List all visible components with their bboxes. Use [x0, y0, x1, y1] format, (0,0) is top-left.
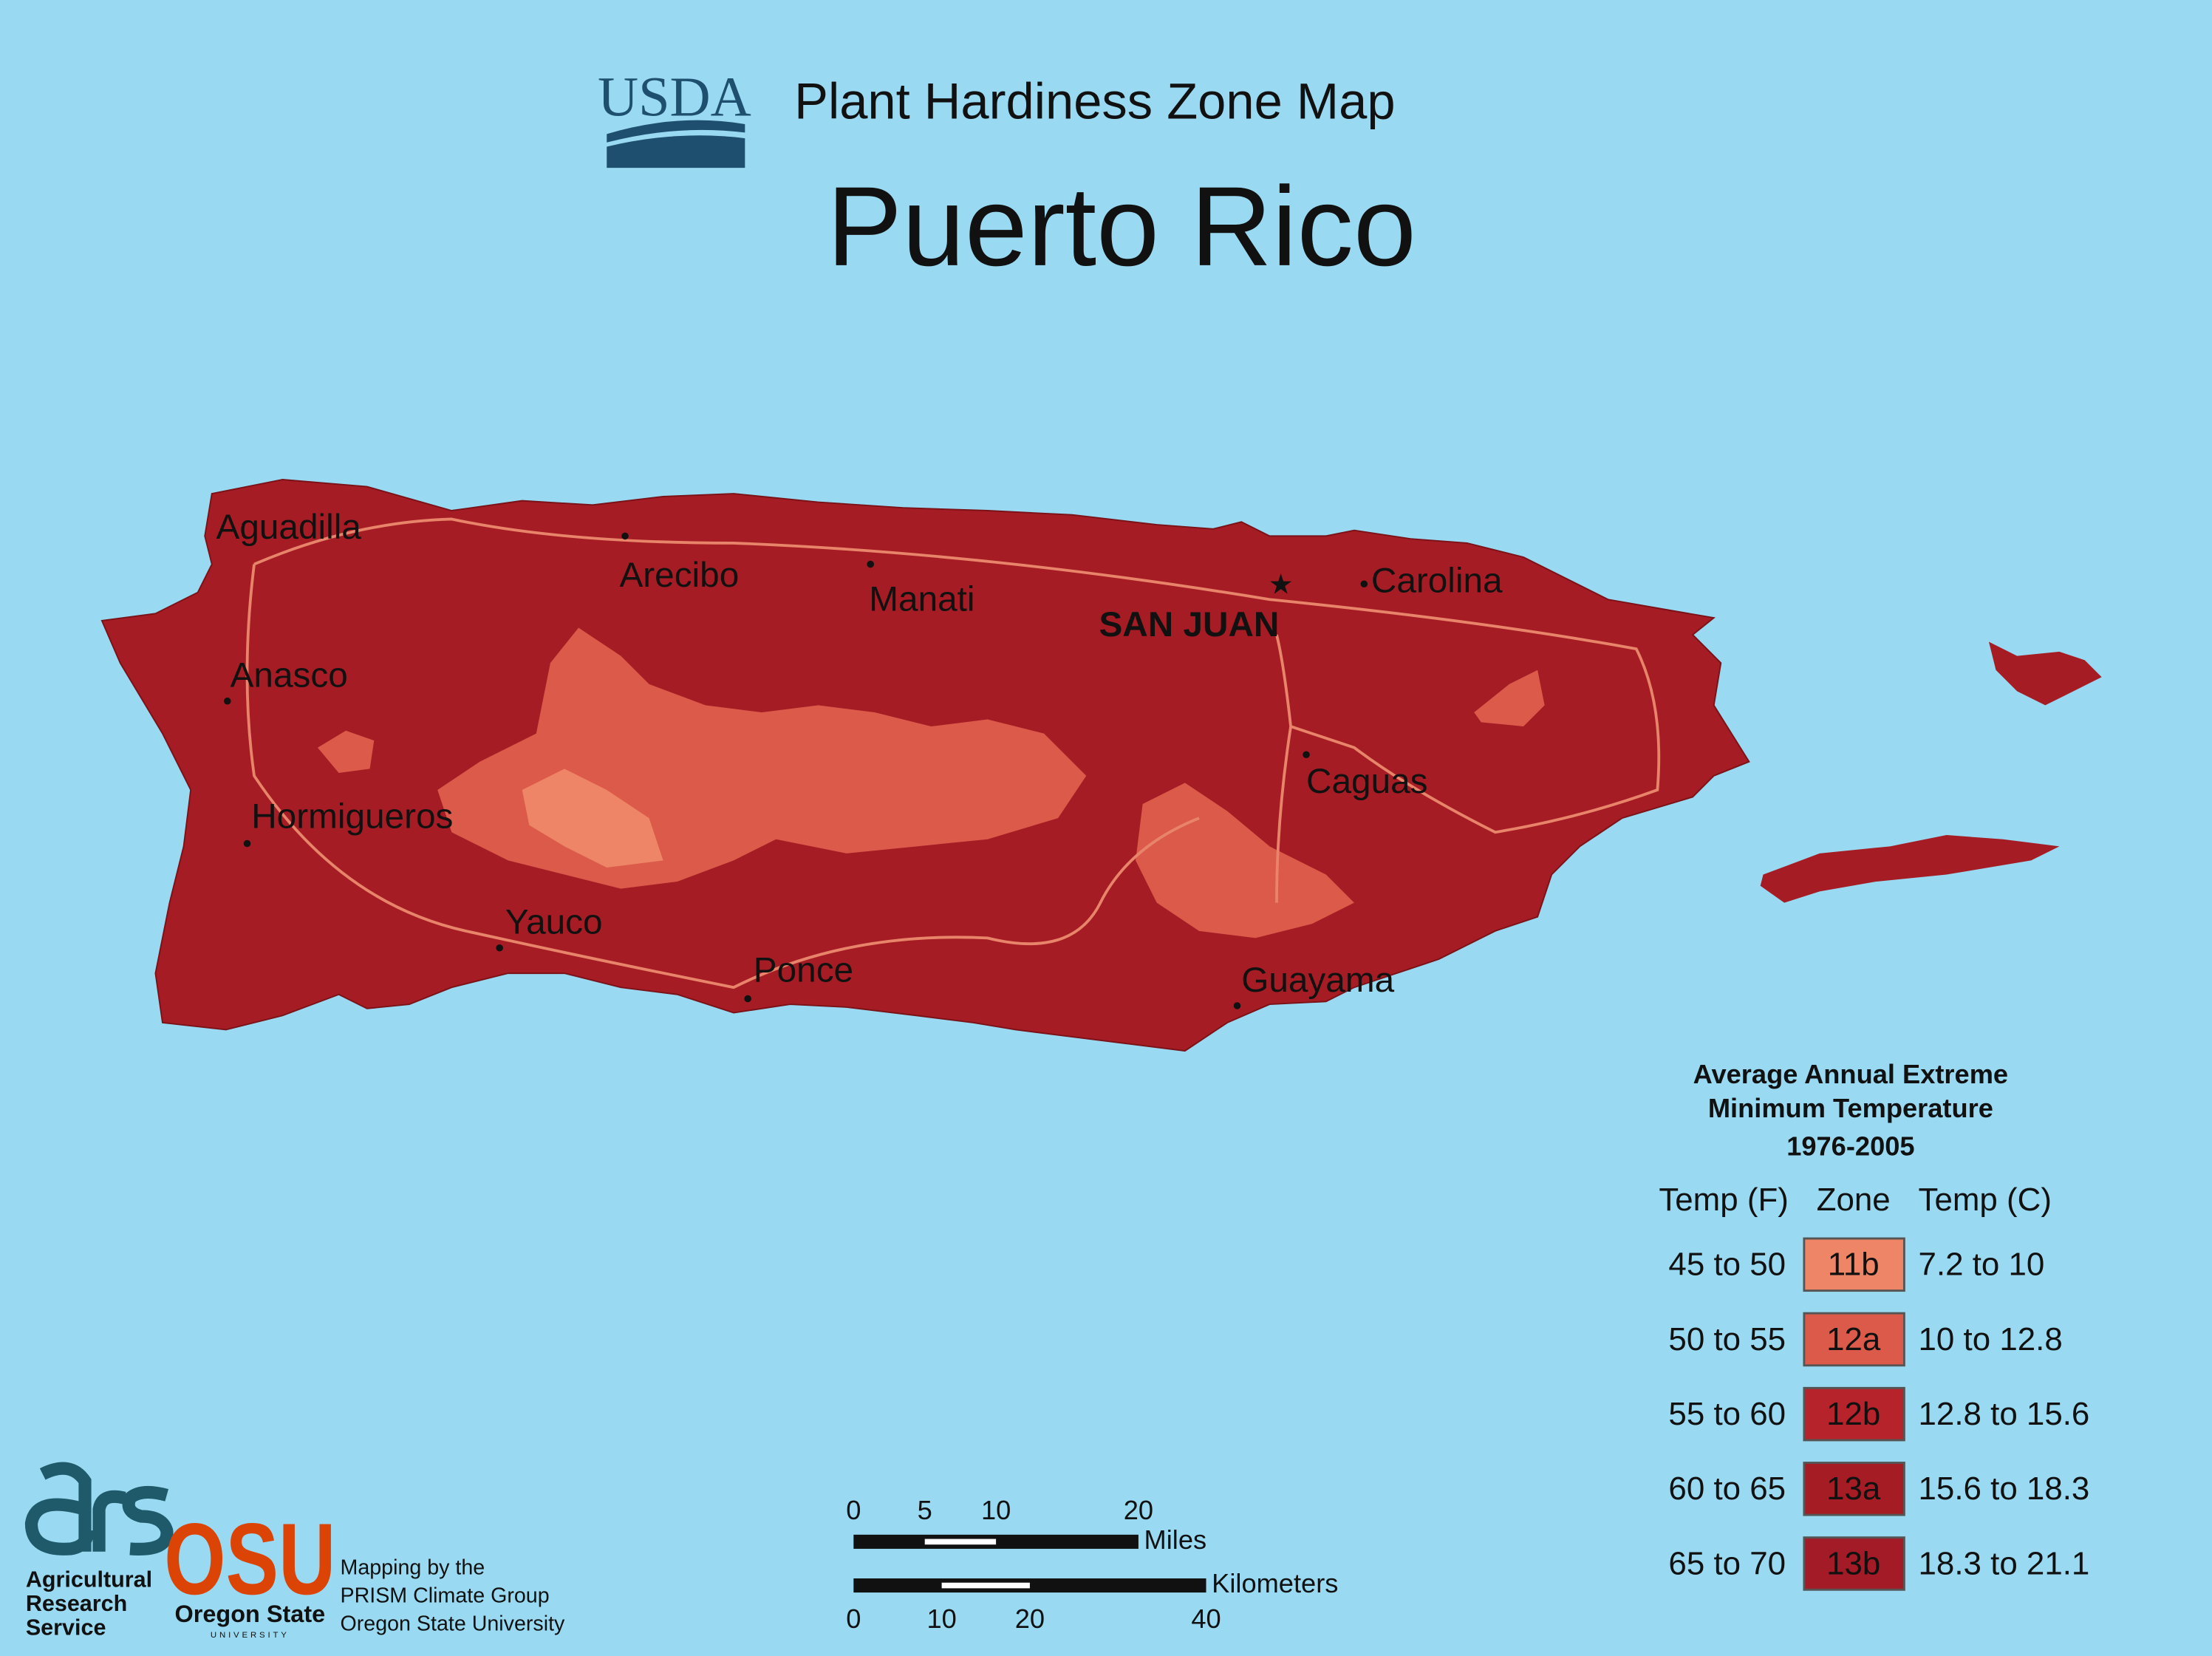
- city-dot: [1360, 580, 1368, 588]
- scale-unit: Kilometers: [1212, 1568, 1338, 1598]
- scale-tick-label: 40: [1191, 1604, 1221, 1634]
- capital-label: SAN JUAN: [1099, 605, 1279, 644]
- logo-wave: [607, 135, 745, 168]
- city-label: Anasco: [231, 656, 348, 695]
- city-dot: [224, 697, 231, 705]
- credit: Mapping by the: [340, 1556, 485, 1579]
- city-label: Carolina: [1371, 562, 1503, 601]
- scale-tick-label: 20: [1015, 1604, 1045, 1634]
- city-label: Yauco: [505, 903, 603, 942]
- scale-tick-label: 20: [1124, 1495, 1153, 1525]
- legend-temp-f: 50 to 55: [1668, 1321, 1786, 1357]
- legend-temp-f: 55 to 60: [1668, 1396, 1786, 1432]
- island: [100, 479, 2102, 1052]
- city-dot: [1233, 1002, 1241, 1009]
- ars-mark: [24, 1462, 95, 1556]
- scale-tick-label: 5: [918, 1495, 932, 1525]
- city-label: Guayama: [1241, 961, 1394, 1000]
- city-label: Ponce: [754, 951, 853, 990]
- cities: Aguadilla Arecibo Manati ★ SAN JUAN Caro…: [216, 508, 1503, 1009]
- legend-swatch: [1803, 1536, 1905, 1591]
- legend-rows: 45 to 50 11b 7.2 to 10 50 to 55 12a 10 to 12.…: [1668, 1237, 2090, 1591]
- vieques: [1760, 835, 2060, 903]
- roads: [245, 517, 1661, 989]
- scale-unit: Miles: [1144, 1524, 1207, 1555]
- legend-zone: 12a: [1826, 1321, 1881, 1357]
- zone-12a-area: [1474, 669, 1545, 727]
- legend-header: Temp (C): [1919, 1182, 2052, 1218]
- city-dot: [867, 560, 874, 568]
- ars-text: Research: [26, 1591, 127, 1616]
- osu-sub: UNIVERSITY: [211, 1631, 290, 1640]
- region-title: Puerto Rico: [827, 164, 1416, 290]
- legend-swatch: [1803, 1237, 1905, 1292]
- city-dot: [496, 944, 503, 952]
- city-dot: [1303, 751, 1310, 759]
- legend-zone: 13a: [1826, 1471, 1881, 1507]
- legend-temp-c: 15.6 to 18.3: [1919, 1471, 2090, 1507]
- legend-zone: 12b: [1826, 1396, 1880, 1432]
- legend-header: Temp (F): [1659, 1182, 1789, 1218]
- city-dot: [243, 839, 251, 848]
- credit: Oregon State University: [340, 1612, 565, 1636]
- legend-temp-f: 60 to 65: [1668, 1471, 1786, 1507]
- scale-tick-label: 10: [926, 1604, 956, 1634]
- city-label: Manati: [869, 580, 974, 619]
- osu-logo: OSU Oregon State UNIVERSITY: [164, 1502, 335, 1640]
- map-title: Plant Hardiness Zone Map: [794, 72, 1395, 129]
- legend-temp-c: 10 to 12.8: [1919, 1321, 2063, 1357]
- city-label: Hormigueros: [251, 797, 453, 836]
- legend-title: Average Annual Extreme: [1693, 1059, 2008, 1089]
- scale-bar-segment: [924, 1539, 997, 1545]
- legend-temp-f: 65 to 70: [1668, 1545, 1786, 1581]
- city-label: Arecibo: [619, 556, 739, 595]
- usda-logo: USDA: [598, 66, 751, 168]
- scale-tick-label: 0: [846, 1495, 861, 1525]
- legend-header: Zone: [1817, 1182, 1891, 1218]
- legend-title: Minimum Temperature: [1708, 1093, 1993, 1123]
- legend-temp-c: 12.8 to 15.6: [1919, 1396, 2090, 1432]
- ars-text: Agricultural: [26, 1567, 152, 1592]
- zone-11b-area: [522, 769, 663, 868]
- city-dot: [744, 995, 751, 1003]
- capital-star: ★: [1269, 569, 1294, 601]
- ars-mark: [92, 1485, 174, 1556]
- logo-wave: [607, 120, 745, 143]
- ars-logo: Agricultural Research Service: [24, 1462, 174, 1640]
- city-label: Caguas: [1306, 762, 1427, 801]
- culebra: [1988, 641, 2102, 706]
- legend-zone: 11b: [1828, 1247, 1880, 1283]
- scale-tick-label: 0: [846, 1604, 861, 1634]
- legend-zone: 13b: [1826, 1545, 1880, 1581]
- legend-swatch: [1803, 1312, 1905, 1367]
- city-label: Aguadilla: [216, 508, 362, 547]
- legend-swatch: [1803, 1462, 1905, 1516]
- legend-temp-c: 7.2 to 10: [1919, 1247, 2045, 1283]
- osu-mark: OSU: [164, 1502, 335, 1616]
- legend-title: 1976-2005: [1786, 1131, 1914, 1161]
- legend-temp-f: 45 to 50: [1668, 1247, 1786, 1283]
- osu-name: Oregon State: [174, 1601, 325, 1627]
- legend-temp-c: 18.3 to 21.1: [1919, 1545, 2090, 1581]
- scale-tick-label: 10: [981, 1495, 1011, 1525]
- zone-12a-area: [317, 730, 375, 774]
- usda-text: USDA: [598, 66, 751, 129]
- city-dot: [621, 532, 629, 540]
- ars-text: Service: [26, 1615, 106, 1640]
- legend: Average Annual Extreme Minimum Temperatu…: [1659, 1059, 2090, 1591]
- credit: PRISM Climate Group: [340, 1584, 549, 1607]
- scale-bar-segment: [941, 1582, 1030, 1589]
- legend-swatch: [1803, 1386, 1905, 1442]
- scale-bar-outline: [853, 1534, 1139, 1549]
